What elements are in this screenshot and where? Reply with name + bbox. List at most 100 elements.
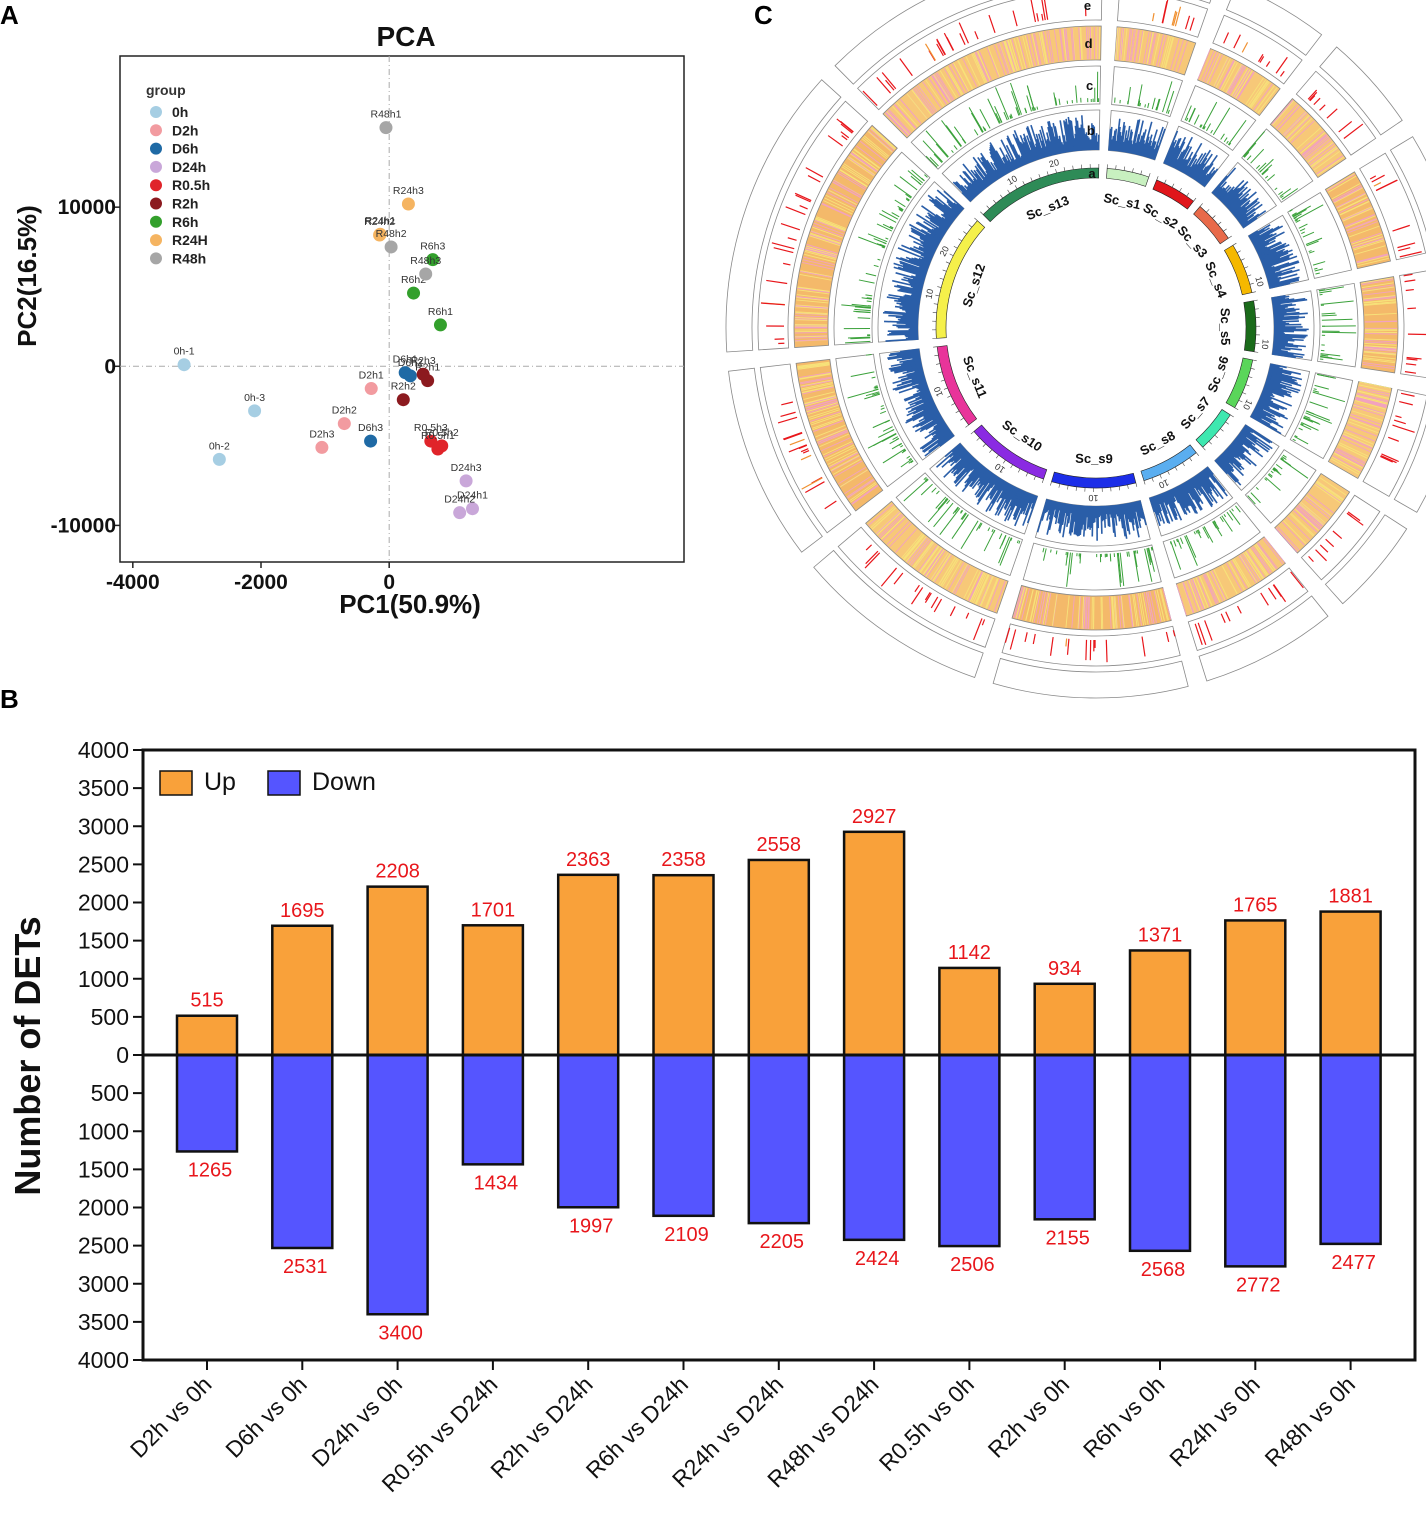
track-d-stripe <box>1009 39 1020 71</box>
track-c-bar <box>881 246 885 249</box>
track-b-bar <box>996 169 1003 178</box>
track-c-bar <box>983 529 996 552</box>
track-b-bar <box>916 221 944 238</box>
track-d-stripe <box>1211 570 1227 600</box>
track-b-bar <box>1004 484 1014 500</box>
track-d-stripe <box>1129 594 1135 627</box>
track-d-stripe <box>1100 596 1103 629</box>
track-d-stripe <box>1176 584 1187 616</box>
track-d-stripe <box>1034 33 1042 65</box>
track-c-bar <box>1162 81 1173 113</box>
bar-y-tick-label: 0 <box>116 1042 129 1068</box>
track-b-bar <box>1268 369 1283 375</box>
track-c-box <box>1111 66 1184 118</box>
track-b-bar <box>1264 260 1299 273</box>
track-d-stripe <box>819 433 849 448</box>
track-b-bar <box>1253 240 1266 248</box>
track-b-bar <box>1241 428 1258 440</box>
track-b-bar <box>1229 444 1246 459</box>
track-e-bar <box>780 411 796 418</box>
track-d-stripe <box>823 442 854 458</box>
track-b-bar <box>1216 457 1240 482</box>
track-b-bar <box>907 278 924 285</box>
track-b-bar <box>1215 187 1225 198</box>
track-c-bar <box>1065 552 1069 566</box>
track-d-stripe <box>1286 115 1310 139</box>
track-d-stripe <box>932 74 951 103</box>
pca-point-label: R0.5h3 <box>414 422 448 434</box>
bar-down <box>461 1053 525 1166</box>
track-b-bar <box>1067 504 1073 524</box>
track-c-bar <box>1202 101 1218 129</box>
track-b-bar <box>1199 472 1211 488</box>
track-b-bar <box>1014 159 1020 169</box>
track-d-stripe <box>1310 146 1337 167</box>
track-d-stripe <box>1363 355 1396 360</box>
track-b-bar <box>1054 502 1061 525</box>
track-b-bar <box>1117 131 1122 152</box>
track-b-bar <box>915 396 933 405</box>
track-d-stripe <box>818 431 848 445</box>
track-b-bar <box>1165 139 1177 165</box>
track-b-bar <box>1261 256 1281 266</box>
track-d-stripe <box>800 377 832 385</box>
pca-legend-label: R0.5h <box>172 177 210 193</box>
track-b-bar <box>982 472 994 486</box>
track-b-bar <box>1012 133 1027 165</box>
track-b-bar <box>942 213 954 223</box>
track-b-bar <box>1258 398 1280 410</box>
track-d-stripe <box>800 270 832 278</box>
track-b-bar <box>1151 496 1159 516</box>
track-b-bar <box>892 378 926 391</box>
track-d-stripe <box>1080 27 1083 60</box>
track-c-bar <box>1167 109 1170 114</box>
track-b-bar <box>979 470 991 485</box>
track-b-bar <box>1251 225 1280 243</box>
track-b-bar <box>1195 474 1210 494</box>
track-b-bar <box>1127 502 1135 531</box>
scale-tick <box>951 403 956 406</box>
track-c-bar <box>1280 457 1284 460</box>
track-c-bar <box>1151 546 1154 551</box>
track-b-bar <box>1113 128 1118 152</box>
track-b-bar <box>1048 501 1057 531</box>
track-d-stripe <box>1364 302 1396 306</box>
pca-legend-swatch <box>150 215 162 228</box>
track-b-bar <box>1006 137 1022 168</box>
track-e-bar <box>972 618 983 641</box>
track-d-stripe <box>801 385 834 393</box>
track-d-stripe <box>795 319 828 321</box>
track-d-stripe <box>975 574 990 605</box>
track-d-stripe <box>824 444 855 460</box>
track-b-bar <box>933 420 945 428</box>
track-e-bar <box>949 606 956 617</box>
track-b-bar <box>910 294 921 298</box>
track-b-bar <box>1021 143 1031 163</box>
track-d-stripe <box>1156 589 1165 622</box>
track-c-bar <box>908 457 912 461</box>
track-c-bar <box>1293 213 1302 219</box>
scale-tick <box>1003 459 1006 464</box>
track-e-bar <box>1399 251 1422 258</box>
track-d-stripe <box>1146 32 1154 64</box>
track-d-stripe <box>914 542 935 569</box>
track-b-bar <box>977 474 997 502</box>
track-d-stripe <box>812 225 844 237</box>
scale-tick <box>1249 282 1254 285</box>
track-b-bar <box>1165 491 1178 517</box>
track-b-bar <box>903 295 921 300</box>
scale-tick <box>1055 168 1057 174</box>
track-b-bar <box>1091 505 1094 537</box>
track-d-stripe <box>1232 68 1250 97</box>
track-d-stripe <box>996 43 1009 75</box>
track-b-bar <box>896 376 926 387</box>
track-b-bar <box>1250 227 1274 242</box>
track-c-bar <box>1300 423 1304 426</box>
track-d-stripe <box>1302 135 1328 157</box>
track-b-bar <box>904 294 921 299</box>
track-d-stripe <box>1249 548 1269 576</box>
track-b-bar <box>937 432 953 445</box>
track-b-bar <box>889 332 919 335</box>
track-d-stripe <box>1346 218 1377 231</box>
